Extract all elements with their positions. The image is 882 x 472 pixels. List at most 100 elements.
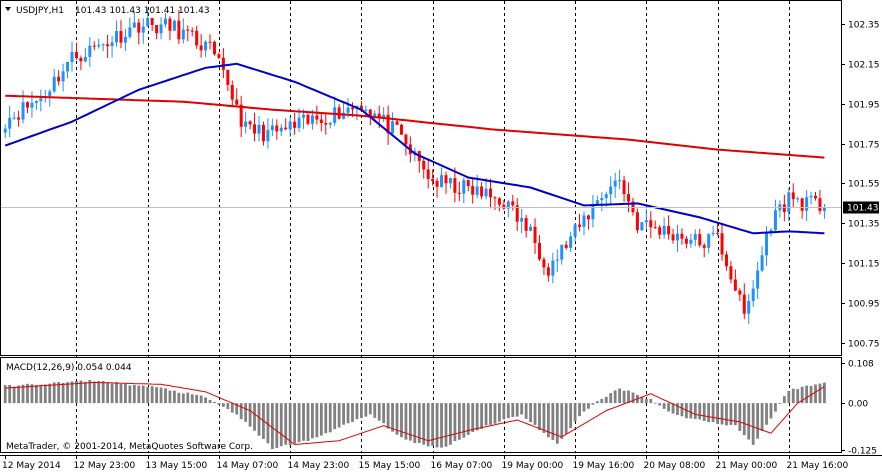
candle-body[interactable] — [475, 186, 479, 195]
candle-body[interactable] — [253, 124, 257, 134]
candle-body[interactable] — [12, 117, 16, 119]
candle-body[interactable] — [422, 160, 426, 170]
candle-body[interactable] — [337, 107, 341, 119]
candle-body[interactable] — [662, 225, 666, 235]
candle-body[interactable] — [716, 232, 720, 234]
candle-body[interactable] — [208, 41, 212, 43]
candle-body[interactable] — [600, 198, 604, 201]
candle-body[interactable] — [52, 76, 56, 92]
candle-body[interactable] — [137, 22, 141, 33]
candle-body[interactable] — [212, 41, 216, 55]
candle-body[interactable] — [591, 203, 595, 220]
candle-body[interactable] — [123, 36, 127, 43]
candle-body[interactable] — [195, 30, 199, 46]
candle-body[interactable] — [66, 61, 70, 72]
candle-body[interactable] — [809, 195, 813, 198]
candle-body[interactable] — [724, 254, 728, 267]
candle-body[interactable] — [226, 69, 230, 85]
candle-body[interactable] — [484, 188, 488, 197]
candle-body[interactable] — [506, 201, 510, 209]
candle-body[interactable] — [83, 56, 87, 62]
candle-body[interactable] — [319, 119, 323, 123]
candle-body[interactable] — [618, 180, 622, 182]
candle-body[interactable] — [693, 234, 697, 240]
candle-body[interactable] — [306, 114, 310, 124]
candle-body[interactable] — [426, 169, 430, 179]
candle-body[interactable] — [106, 44, 110, 47]
candle-body[interactable] — [146, 17, 150, 27]
candle-body[interactable] — [150, 17, 154, 26]
candle-body[interactable] — [440, 175, 444, 187]
candle-body[interactable] — [489, 188, 493, 198]
candle-body[interactable] — [199, 45, 203, 51]
candle-body[interactable] — [698, 234, 702, 246]
candle-body[interactable] — [435, 180, 439, 187]
candle-body[interactable] — [257, 124, 261, 134]
candle-body[interactable] — [444, 175, 448, 184]
candle-body[interactable] — [141, 26, 145, 33]
candle-body[interactable] — [190, 30, 194, 32]
candle-body[interactable] — [457, 192, 461, 194]
candle-body[interactable] — [640, 222, 644, 231]
candle-body[interactable] — [787, 192, 791, 213]
candle-body[interactable] — [177, 20, 181, 40]
candle-body[interactable] — [720, 233, 724, 255]
candle-body[interactable] — [497, 198, 501, 205]
candle-body[interactable] — [261, 124, 265, 142]
candle-body[interactable] — [800, 198, 804, 211]
candle-body[interactable] — [377, 113, 381, 118]
candle-body[interactable] — [462, 180, 466, 194]
candle-body[interactable] — [382, 114, 386, 118]
candles[interactable] — [3, 8, 826, 324]
candle-body[interactable] — [689, 239, 693, 244]
candle-body[interactable] — [622, 180, 626, 195]
candle-body[interactable] — [551, 260, 555, 276]
candle-body[interactable] — [395, 121, 399, 125]
candle-body[interactable] — [515, 205, 519, 222]
candle-body[interactable] — [742, 294, 746, 314]
candle-body[interactable] — [364, 109, 368, 111]
candle-body[interactable] — [466, 180, 470, 187]
candle-body[interactable] — [97, 44, 101, 47]
candle-body[interactable] — [88, 45, 92, 57]
candle-body[interactable] — [168, 18, 172, 31]
candle-body[interactable] — [711, 232, 715, 235]
candle-body[interactable] — [578, 224, 582, 227]
candle-body[interactable] — [791, 192, 795, 200]
candle-body[interactable] — [707, 234, 711, 248]
candle-body[interactable] — [21, 102, 25, 120]
candle-body[interactable] — [244, 121, 248, 127]
candle-body[interactable] — [328, 122, 332, 125]
candle-body[interactable] — [25, 102, 29, 108]
candle-body[interactable] — [74, 51, 78, 58]
chevron-down-icon[interactable] — [5, 7, 11, 11]
candle-body[interactable] — [609, 186, 613, 195]
candle-body[interactable] — [119, 31, 123, 43]
candle-body[interactable] — [524, 218, 528, 231]
candle-body[interactable] — [115, 31, 119, 43]
candle-body[interactable] — [684, 238, 688, 244]
candle-body[interactable] — [57, 76, 61, 82]
candle-body[interactable] — [48, 91, 52, 96]
candle-body[interactable] — [404, 134, 408, 145]
candle-body[interactable] — [765, 233, 769, 256]
candle-body[interactable] — [773, 210, 777, 231]
candle-body[interactable] — [61, 71, 65, 82]
candle-body[interactable] — [221, 57, 225, 70]
candle-body[interactable] — [270, 125, 274, 130]
candle-body[interactable] — [30, 102, 34, 108]
candle-body[interactable] — [284, 127, 288, 130]
candle-body[interactable] — [235, 99, 239, 105]
candle-body[interactable] — [346, 107, 350, 113]
candle-body[interactable] — [79, 57, 83, 62]
candle-body[interactable] — [533, 226, 537, 243]
candle-body[interactable] — [275, 125, 279, 132]
candle-body[interactable] — [132, 22, 136, 28]
candle-body[interactable] — [70, 51, 74, 62]
candle-body[interactable] — [453, 178, 457, 193]
candle-body[interactable] — [733, 279, 737, 291]
candle-body[interactable] — [92, 45, 96, 47]
candle-body[interactable] — [729, 266, 733, 280]
candle-body[interactable] — [613, 180, 617, 187]
candle-body[interactable] — [39, 98, 43, 102]
